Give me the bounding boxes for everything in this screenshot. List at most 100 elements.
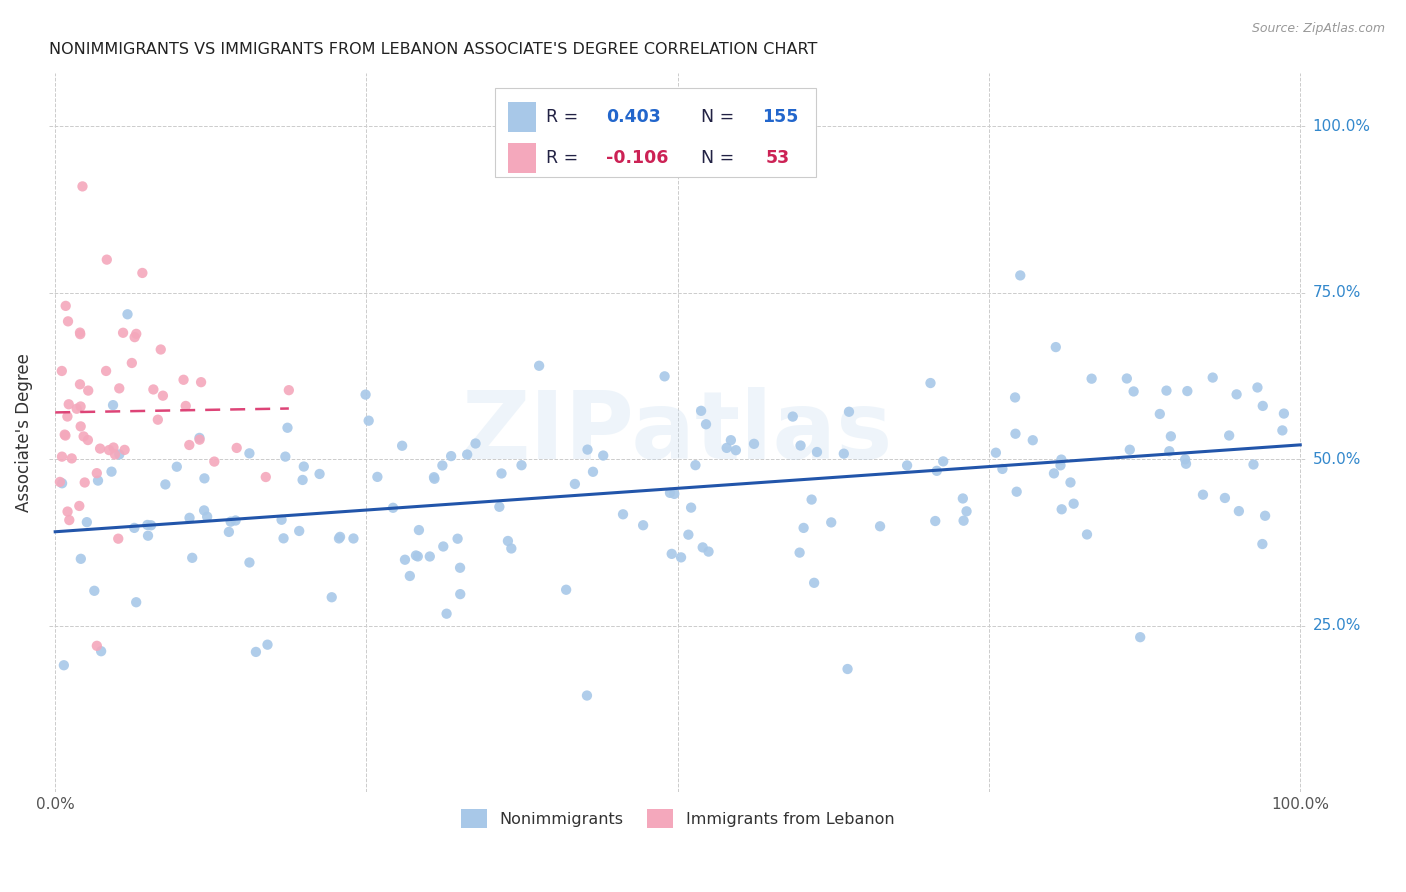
Point [66, 401, 89, 416]
Point [49, 475, 72, 489]
Point [291, 473, 314, 487]
Point [782, 409, 804, 424]
Point [692, 541, 714, 555]
Text: 53: 53 [766, 149, 790, 167]
Point [952, 491, 974, 506]
Point [612, 508, 634, 522]
Point [1160, 429, 1182, 443]
Point [86, 466, 108, 480]
Point [56, 409, 79, 424]
Point [555, 582, 578, 597]
Point [193, 471, 215, 485]
Point [1251, 399, 1274, 413]
Point [245, 645, 267, 659]
Point [288, 524, 311, 538]
Point [94, 364, 117, 378]
Point [789, 546, 811, 560]
Point [1043, 467, 1066, 481]
Point [1174, 452, 1197, 467]
Point [179, 511, 201, 525]
Point [654, 369, 676, 384]
Point [69, 551, 91, 566]
Point [789, 438, 811, 452]
Point [924, 514, 946, 528]
Point [366, 470, 388, 484]
Point [67, 499, 90, 513]
FancyBboxPatch shape [508, 143, 536, 173]
Point [436, 607, 458, 621]
Point [408, 523, 430, 537]
Point [1115, 371, 1137, 385]
Text: 0.403: 0.403 [606, 108, 661, 127]
Text: Source: ZipAtlas.com: Source: ZipAtlas.com [1251, 22, 1385, 36]
Point [869, 519, 891, 533]
Point [510, 458, 533, 473]
Point [488, 500, 510, 514]
Point [1080, 372, 1102, 386]
Point [238, 446, 260, 460]
Text: 155: 155 [762, 108, 799, 127]
Point [592, 449, 614, 463]
Point [925, 464, 948, 478]
Text: N =: N = [690, 108, 740, 127]
Point [496, 533, 519, 548]
Point [432, 540, 454, 554]
Point [681, 500, 703, 515]
Point [690, 404, 713, 418]
Point [678, 527, 700, 541]
Point [139, 518, 162, 533]
Point [86, 639, 108, 653]
Point [432, 458, 454, 473]
Point [256, 638, 278, 652]
Point [195, 509, 218, 524]
Y-axis label: Associate's Degree: Associate's Degree [15, 353, 32, 512]
Point [342, 532, 364, 546]
Point [276, 421, 298, 435]
Text: R =: R = [546, 108, 583, 127]
Point [274, 450, 297, 464]
Point [440, 449, 463, 463]
Point [108, 381, 131, 395]
Point [58, 397, 80, 411]
Point [724, 443, 747, 458]
Point [1045, 340, 1067, 354]
Point [69, 326, 91, 340]
Point [188, 431, 211, 445]
Point [659, 486, 682, 500]
Point [87, 474, 110, 488]
Point [77, 384, 100, 398]
Point [225, 441, 247, 455]
Point [77, 433, 100, 447]
Point [1149, 407, 1171, 421]
Point [51, 476, 73, 491]
Point [238, 556, 260, 570]
Point [1202, 370, 1225, 384]
Point [1050, 502, 1073, 516]
Point [820, 516, 842, 530]
Point [806, 445, 828, 459]
Point [51, 364, 73, 378]
Point [464, 436, 486, 450]
Point [832, 447, 855, 461]
Point [329, 530, 352, 544]
Point [720, 433, 742, 447]
Point [423, 470, 446, 484]
Point [52, 658, 75, 673]
Point [69, 327, 91, 342]
Point [89, 442, 111, 456]
Point [1246, 380, 1268, 394]
Point [661, 547, 683, 561]
Point [991, 462, 1014, 476]
Point [1251, 537, 1274, 551]
Point [952, 514, 974, 528]
Point [1010, 268, 1032, 283]
Point [56, 504, 79, 518]
Point [277, 383, 299, 397]
Point [117, 307, 139, 321]
Point [357, 414, 380, 428]
Point [321, 591, 343, 605]
Text: ZIPatlas: ZIPatlas [463, 387, 893, 479]
Point [803, 575, 825, 590]
Point [446, 532, 468, 546]
Point [1218, 428, 1240, 442]
